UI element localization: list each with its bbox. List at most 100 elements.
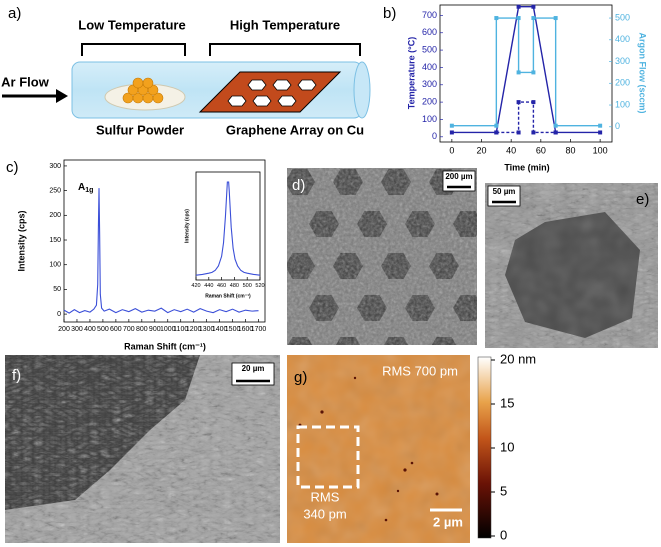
x-tick-label: 1300 — [199, 326, 215, 333]
x-tick-label: 1200 — [186, 326, 202, 333]
rms-label: RMS 700 pm — [382, 363, 458, 378]
inset-bg — [196, 172, 260, 280]
y-axis-label: Intensity (cps) — [16, 210, 26, 271]
x-tick-label: 480 — [230, 283, 239, 289]
substrate-label: Graphene Array on Cu — [226, 122, 364, 137]
x-tick-label: 1700 — [251, 326, 267, 333]
x-tick-label: 1100 — [173, 326, 188, 333]
y-tick-label: 700 — [422, 10, 437, 20]
y-tick-label: 0 — [432, 131, 437, 141]
scale-bar-label: 20 µm — [242, 364, 265, 373]
x-tick-label: 60 — [536, 145, 546, 155]
y-tick-label: 500 — [422, 44, 437, 54]
x-tick-label: 500 — [243, 283, 252, 289]
x-tick-label: 520 — [255, 283, 264, 289]
y-tick-label: 200 — [422, 96, 437, 106]
y-tick-label: 400 — [422, 62, 437, 72]
data-point — [598, 130, 603, 135]
data-point — [449, 123, 454, 128]
data-point — [598, 123, 603, 128]
sem-image — [5, 355, 280, 543]
x-tick-label: 440 — [204, 283, 213, 289]
x-tick-label: 800 — [136, 326, 148, 333]
x-tick-label: 420 — [191, 283, 200, 289]
colorbar-tick-label: 5 — [500, 483, 507, 498]
x-tick-label: 80 — [565, 145, 575, 155]
y-axis-label: Temperature (°C) — [406, 37, 416, 109]
data-point — [553, 130, 558, 135]
panel-label: c) — [6, 159, 19, 176]
x-axis-label: Time (min) — [504, 162, 549, 172]
y-tick-label: 250 — [49, 187, 61, 194]
zone-label: High Temperature — [230, 17, 340, 32]
data-point — [516, 70, 521, 75]
scale-bar-label: 2 µm — [433, 514, 463, 529]
x-axis-label: Raman Shift (cm⁻¹) — [124, 341, 206, 351]
graphene-array — [227, 79, 317, 107]
data-point — [516, 130, 521, 135]
annotation-text: A — [78, 182, 85, 193]
x-tick-label: 1400 — [212, 326, 228, 333]
y-tick-label: 200 — [49, 212, 61, 219]
y2-tick-label: 200 — [615, 78, 630, 88]
data-point — [449, 130, 454, 135]
scale-bar-box — [231, 362, 275, 386]
data-line — [195, 181, 261, 276]
plot-frame — [195, 171, 261, 281]
x-tick-label: 100 — [593, 145, 608, 155]
data-point — [531, 70, 536, 75]
x-tick-label: 300 — [71, 326, 83, 333]
sulfur — [122, 77, 164, 104]
data-line — [63, 188, 259, 314]
data-point — [516, 100, 521, 105]
x-tick-label: 0 — [449, 145, 454, 155]
annotation-sub: 1g — [85, 187, 93, 194]
source-label: Sulfur Powder — [96, 122, 184, 137]
panel-label: f) — [12, 367, 21, 384]
y2-tick-label: 500 — [615, 12, 630, 22]
x-axis-label: Raman Shift (cm⁻¹) — [205, 293, 251, 299]
afm-image — [287, 355, 492, 543]
data-point — [531, 4, 536, 9]
y2-tick-label: 400 — [615, 34, 630, 44]
flow-label: Ar Flow — [1, 74, 50, 89]
peak-annotation: A1g — [78, 182, 93, 194]
y-tick-label: 300 — [49, 163, 61, 170]
sem-image — [485, 183, 658, 348]
x-tick-label: 900 — [149, 326, 161, 333]
rms-label: 340 pm — [303, 506, 346, 521]
data-point — [494, 130, 499, 135]
x-tick-label: 40 — [506, 145, 516, 155]
panel-label: g) — [294, 369, 307, 386]
y-tick-label: 150 — [49, 237, 61, 244]
x-tick-label: 400 — [84, 326, 96, 333]
y-tick-label: 100 — [422, 114, 437, 124]
y2-tick-label: 300 — [615, 56, 630, 66]
data-point — [516, 16, 521, 21]
x-tick-label: 1500 — [225, 326, 241, 333]
y2-tick-label: 100 — [615, 99, 630, 109]
data-line — [451, 17, 601, 127]
data-point — [531, 130, 536, 135]
x-tick-label: 500 — [97, 326, 109, 333]
colorbar-tick-label: 15 — [500, 395, 514, 410]
data-line — [451, 6, 601, 134]
x-tick-label: 200 — [58, 326, 70, 333]
panel-label: b) — [383, 5, 396, 22]
y2-tick-label: 0 — [615, 121, 620, 131]
scale-bar-label: 200 µm — [445, 172, 472, 181]
x-tick-label: 1000 — [160, 326, 176, 333]
data-point — [516, 4, 521, 9]
colorbar-tick-label: 20 nm — [500, 351, 536, 366]
y-tick-label: 600 — [422, 27, 437, 37]
plot-frame — [439, 4, 613, 143]
rms-label: RMS — [311, 489, 340, 504]
scale-bar-label: 50 µm — [493, 187, 516, 196]
colorbar-tick-label: 10 — [500, 439, 514, 454]
y-tick-label: 0 — [57, 311, 61, 318]
diagram: a) Low Temperature High Temperature Ar F… — [1, 5, 371, 137]
plot-frame — [63, 159, 266, 323]
y-tick-label: 50 — [53, 286, 61, 293]
data-point — [553, 123, 558, 128]
